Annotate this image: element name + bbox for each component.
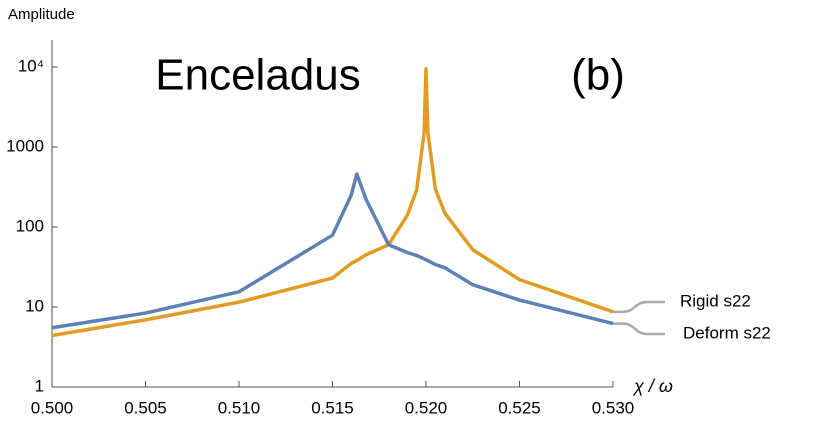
x-tick-label: 0.505 xyxy=(124,398,167,417)
y-tick-label: 1000 xyxy=(6,136,44,155)
y-tick-label: 10 xyxy=(25,296,44,315)
y-tick-label: 1 xyxy=(35,376,44,395)
x-tick-label: 0.520 xyxy=(405,398,448,417)
x-tick-label: 0.515 xyxy=(311,398,354,417)
y-tick-label: 10⁴ xyxy=(18,56,44,75)
annotation: (b) xyxy=(571,51,625,100)
series-line xyxy=(51,67,614,338)
chart-title: Enceladus xyxy=(155,51,360,100)
series-line xyxy=(51,172,614,330)
x-tick-label: 0.500 xyxy=(31,398,74,417)
y-axis-label: Amplitude xyxy=(8,6,75,23)
y-tick-label: 100 xyxy=(16,216,44,235)
legend-connector xyxy=(613,322,665,336)
legend-label: Deform s22 xyxy=(683,323,771,342)
x-axis-label: χ / ω xyxy=(632,376,673,396)
x-tick-label: 0.525 xyxy=(498,398,541,417)
legend-label: Rigid s22 xyxy=(680,291,751,310)
x-tick-label: 0.510 xyxy=(218,398,261,417)
x-tick-label: 0.530 xyxy=(592,398,635,417)
legend-connector xyxy=(613,300,665,314)
